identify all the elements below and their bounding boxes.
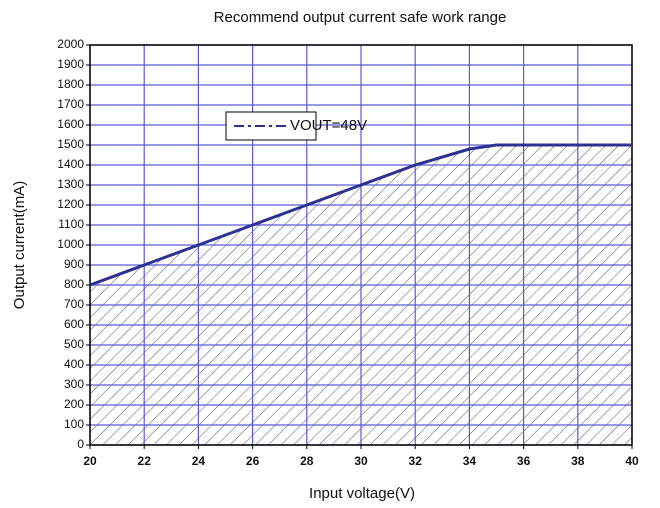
y-axis-label: Output current(mA) <box>11 181 28 309</box>
series-line <box>89 143 632 287</box>
x-axis-label: Input voltage(V) <box>309 485 415 502</box>
y-tick-label: 1800 <box>57 77 84 91</box>
y-tick-label: 2000 <box>57 37 84 51</box>
y-tick-label: 0 <box>77 437 84 451</box>
y-tick-label: 400 <box>64 357 84 371</box>
y-tick-label: 200 <box>64 397 84 411</box>
y-tick-label: 600 <box>64 317 84 331</box>
y-tick-label: 500 <box>64 337 84 351</box>
x-tick-label: 40 <box>625 454 639 468</box>
y-tick-label: 300 <box>64 377 84 391</box>
x-tick-label: 36 <box>517 454 531 468</box>
x-tick-label: 34 <box>463 454 477 468</box>
y-tick-label: 1900 <box>57 57 84 71</box>
y-tick-label: 100 <box>64 417 84 431</box>
y-tick-label: 1000 <box>57 237 84 251</box>
plot-frame <box>89 44 633 446</box>
y-tick-label: 800 <box>64 277 84 291</box>
y-tick-label: 900 <box>64 257 84 271</box>
y-tick-label: 1600 <box>57 117 84 131</box>
x-tick-label: 26 <box>246 454 260 468</box>
y-tick-label: 1400 <box>57 157 84 171</box>
x-tick-label: 30 <box>354 454 368 468</box>
x-tick-label: 28 <box>300 454 314 468</box>
y-tick-label: 1500 <box>57 137 84 151</box>
y-tick-label: 1100 <box>58 217 84 231</box>
x-tick-label: 22 <box>138 454 152 468</box>
x-tick-label: 32 <box>409 454 423 468</box>
y-tick-label: 1300 <box>57 177 84 191</box>
chart-title: Recommend output current safe work range <box>214 9 507 26</box>
y-tick-label: 1200 <box>57 197 84 211</box>
y-tick-label: 1700 <box>57 97 84 111</box>
x-tick-label: 20 <box>83 454 97 468</box>
legend-label: VOUT=48V <box>290 117 367 134</box>
x-tick-label: 24 <box>192 454 206 468</box>
x-tick-label: 38 <box>571 454 585 468</box>
y-tick-label: 700 <box>64 297 84 311</box>
